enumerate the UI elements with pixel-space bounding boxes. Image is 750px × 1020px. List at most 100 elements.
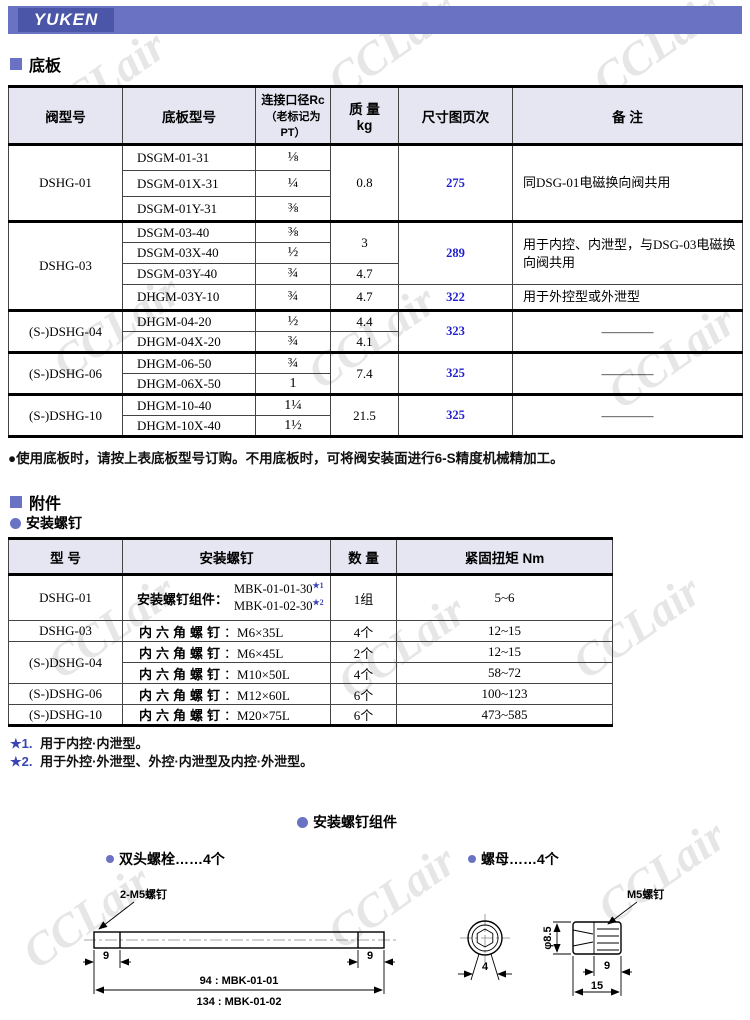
baseplate-table: 阀型号 底板型号 连接口径Rc （老标记为PT） 质 量 kg 尺寸图页次 备 …: [8, 85, 743, 438]
bullet-icon: [297, 816, 308, 828]
model-cell: (S-)DSHG-06: [8, 683, 123, 705]
page-link[interactable]: 325: [398, 351, 513, 395]
rc-cell: ½: [255, 309, 331, 332]
table-row: (S-)DSHG-06 DHGM-06-50 ¾ 7.4 325 ————: [8, 351, 743, 395]
col-page: 尺寸图页次: [398, 85, 513, 146]
torque-cell: 100~123: [396, 683, 613, 705]
star-footnote-2: ★2. 用于外控·外泄型、外控·内泄型及内控·外泄型。: [10, 751, 313, 770]
assembly-title-text: 安装螺钉组件: [313, 814, 397, 830]
model-cell: (S-)DSHG-10: [8, 704, 123, 726]
footnote-mark: ★2: [312, 598, 324, 607]
stud-label-text: 双头螺栓……4个: [119, 851, 225, 867]
rc-cell: ¼: [255, 170, 331, 197]
mass-cell: 4.1: [330, 331, 399, 353]
col-screw: 安装螺钉: [122, 537, 331, 576]
col-model: 型 号: [8, 537, 123, 576]
table-row: DSHG-03 DSGM-03-40 ⅜ 3 289 用于内控、内泄型，与DSG…: [8, 220, 743, 311]
yuken-logo: YUKEN: [18, 8, 114, 32]
rc-cell: 1: [255, 373, 331, 395]
col-mass-line1: 质 量: [349, 102, 380, 117]
page-link[interactable]: 322: [398, 284, 513, 311]
col-mass-line2: kg: [356, 118, 373, 133]
footnote-mark: ★1: [312, 581, 324, 591]
table-row: DSHG-03 内六角螺钉：M6×35L 4个 12~15: [8, 620, 613, 642]
star-marker: ★2.: [10, 754, 33, 769]
plate-model-cell: DHGM-06-50: [122, 351, 256, 374]
model-cell: DSHG-01: [8, 574, 123, 621]
stud-callout: 2-M5螺钉: [120, 887, 167, 901]
model-cell: (S-)DSHG-04: [8, 641, 123, 684]
section-accessories-title: 附件: [29, 496, 62, 513]
mounting-screws-subtitle: 安装螺钉: [10, 513, 82, 533]
stud-dim-total1: 94 : MBK-01-01: [200, 975, 279, 987]
mass-cell: 4.4: [330, 309, 399, 332]
note-cell: 用于外控型或外泄型: [512, 284, 743, 311]
star-marker: ★1.: [10, 736, 33, 751]
table-row: DSGM-03X-40 ½: [9, 242, 743, 264]
table-row: (S-)DSHG-04 内六角螺钉：M6×45L 2个 12~15: [8, 641, 613, 684]
col-plate-model: 底板型号: [122, 85, 256, 146]
bullet-icon: [106, 855, 114, 863]
assembly-title: 安装螺钉组件: [297, 812, 397, 832]
kit-part: MBK-01-01-30★1: [234, 581, 324, 597]
screw-table: 型 号 安装螺钉 数 量 紧固扭矩 Nm DSHG-01 安装螺钉组件： MBK…: [8, 537, 613, 727]
rc-cell: ¾: [255, 284, 331, 311]
page-link[interactable]: 289: [398, 220, 513, 285]
screw-cell: 内六角螺钉：M20×75L: [122, 704, 331, 726]
rc-cell: 1½: [255, 415, 331, 437]
mounting-screws-subtitle-text: 安装螺钉: [26, 515, 82, 531]
section-accessories: 附件: [10, 490, 61, 514]
note-dash: ————: [512, 309, 743, 353]
plate-model-cell: DSGM-01Y-31: [122, 196, 256, 222]
plate-model-cell: DSGM-01X-31: [122, 170, 256, 197]
table-row: (S-)DSHG-10 内六角螺钉：M20×75L 6个 473~585: [8, 704, 613, 726]
mass-cell: 4.7: [330, 263, 399, 285]
table-row: DHGM-10X-40 1½: [9, 415, 743, 437]
page-link[interactable]: 323: [398, 309, 513, 353]
header-banner: YUKEN: [8, 6, 742, 34]
star-footnote-text: 用于外控·外泄型、外控·内泄型及内控·外泄型。: [40, 754, 314, 769]
table-row: DSHG-01 安装螺钉组件： MBK-01-01-30★1 MBK-01-02…: [8, 574, 613, 621]
section-square-icon: [10, 58, 22, 70]
screw-kit-cell: 安装螺钉组件： MBK-01-01-30★1 MBK-01-02-30★2: [122, 574, 331, 621]
stud-drawing: 2-M5螺钉 9 9 94 : MBK-01-01 134 : MBK-01-0…: [83, 887, 396, 1008]
yuken-logo-text: YUKEN: [33, 10, 99, 29]
screw-table-header-row: 型 号 安装螺钉 数 量 紧固扭矩 Nm: [8, 537, 613, 576]
nut-dim-dia: φ8.5: [542, 926, 554, 949]
page-link[interactable]: 325: [398, 393, 513, 437]
mass-cell: 7.4: [330, 351, 399, 395]
rc-cell: ½: [255, 242, 331, 264]
bullet-icon: [10, 517, 21, 529]
plate-model-cell: DSGM-03-40: [122, 220, 256, 243]
section-baseplate: 底板: [10, 52, 61, 76]
col-torque: 紧固扭矩 Nm: [396, 537, 613, 576]
plate-model-cell: DHGM-04X-20: [122, 331, 256, 353]
col-rc: 连接口径Rc （老标记为PT）: [255, 85, 331, 146]
note-dash: ————: [512, 351, 743, 395]
rc-cell: ⅛: [255, 144, 331, 171]
torque-cell: 12~15: [396, 620, 613, 642]
table-row: DSGM-01X-31 ¼: [9, 170, 743, 197]
page-link[interactable]: 275: [398, 144, 513, 222]
valve-model-cell: DSHG-03: [8, 220, 123, 311]
col-rc-line1: 连接口径Rc: [261, 93, 325, 107]
col-valve-model: 阀型号: [8, 85, 123, 146]
screw-cell: 内六角螺钉：M10×50L: [122, 662, 331, 684]
bullet-icon: [468, 855, 476, 863]
screw-cell: 内六角螺钉：M6×45L: [122, 641, 331, 663]
nut-dim-depth: 9: [604, 960, 610, 972]
mass-cell: 0.8: [330, 144, 399, 222]
plate-model-cell: DHGM-10-40: [122, 393, 256, 416]
model-cell: DSHG-03: [8, 620, 123, 642]
torque-cell: 5~6: [396, 574, 613, 621]
rc-cell: ¾: [255, 331, 331, 353]
rc-cell: 1¼: [255, 393, 331, 416]
baseplate-footnote: ●使用底板时，请按上表底板型号订购。不用底板时，可将阀安装面进行6-S精度机械精…: [8, 451, 564, 466]
kit-label: 安装螺钉组件：: [137, 591, 229, 607]
nut-callout: M5螺钉: [627, 887, 664, 901]
baseplate-table-header-row: 阀型号 底板型号 连接口径Rc （老标记为PT） 质 量 kg 尺寸图页次 备 …: [8, 85, 743, 146]
stud-dim-left: 9: [103, 950, 109, 962]
torque-cell: 473~585: [396, 704, 613, 726]
qty-cell: 4个: [330, 620, 397, 642]
